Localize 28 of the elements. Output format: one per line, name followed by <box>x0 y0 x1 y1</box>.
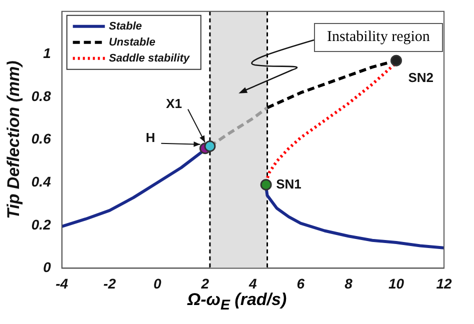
x-tick-label: 6 <box>296 275 305 292</box>
point <box>260 178 272 190</box>
x-tick-label: -4 <box>56 275 68 292</box>
legend-label: Saddle stability <box>108 52 190 64</box>
y-tick-label: 0.6 <box>31 130 52 147</box>
point <box>204 140 216 152</box>
y-tick-label: 0.8 <box>31 88 52 104</box>
x-tick-label: 2 <box>200 275 210 292</box>
x-tick-label: 4 <box>248 275 258 292</box>
x-axis-title: Ω-ω$_{E}$ (rad/s) <box>186 290 288 314</box>
y-tick-label: 0 <box>43 259 52 276</box>
annotation: X1 <box>166 96 182 111</box>
y-tick-label: 0.4 <box>31 173 52 190</box>
annotation: Instability region <box>314 23 443 52</box>
x-tick-label: 0 <box>154 275 162 292</box>
annotation: SN2 <box>408 70 434 86</box>
annotation: SN1 <box>276 176 302 192</box>
legend-label: Unstable <box>108 36 156 48</box>
y-axis-title: Tip Deflection (mm) <box>4 60 23 219</box>
point <box>390 54 402 66</box>
y-tick-label: 1 <box>43 45 52 62</box>
x-tick-label: 8 <box>344 275 353 292</box>
annotation: H <box>146 130 156 145</box>
legend-label: Stable <box>108 20 142 32</box>
x-tick-label: 12 <box>436 275 452 292</box>
x-tick-label: -2 <box>103 275 116 292</box>
y-tick-label: 0.2 <box>31 216 52 232</box>
x-tick-label: 10 <box>388 275 404 292</box>
